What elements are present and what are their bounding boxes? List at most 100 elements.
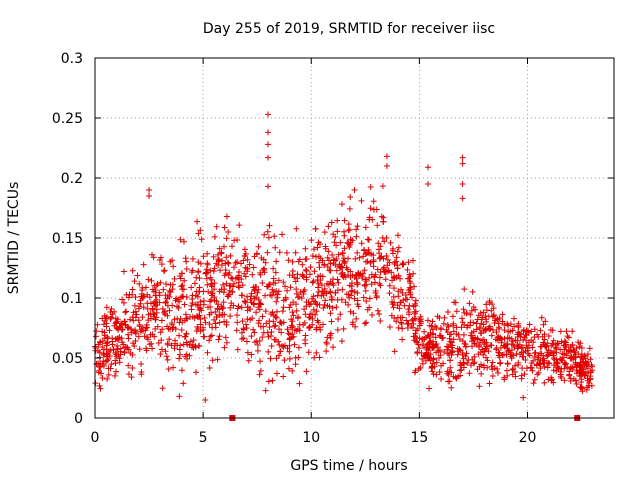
data-point [269,309,276,316]
data-point [390,293,397,300]
data-point [104,353,111,360]
data-point [328,296,335,303]
data-point [249,271,256,278]
data-point [501,335,508,342]
data-point [113,351,120,358]
data-point [356,254,363,261]
data-point [325,223,332,230]
data-point [375,246,382,253]
data-point [138,371,145,378]
data-point [193,369,200,376]
data-point [309,295,316,302]
data-point [211,280,218,287]
data-point [216,333,223,340]
data-point [215,336,222,343]
data-point [321,229,328,236]
data-point [584,368,591,375]
data-point [346,282,353,289]
data-point [240,335,247,342]
data-point [494,315,501,322]
data-point [460,306,467,313]
data-point [482,327,489,334]
data-point [145,311,152,318]
data-point [490,311,497,318]
data-point [399,325,406,332]
data-point [180,293,187,300]
data-point [335,251,342,258]
data-point [158,261,165,268]
data-point [395,232,401,239]
data-point [327,310,334,317]
data-point [391,299,398,306]
data-point [331,239,338,246]
data-point [266,324,273,331]
data-point [311,354,318,361]
data-point [469,343,476,350]
data-point [475,351,482,358]
data-point [248,293,255,300]
data-point [111,308,118,315]
data-point [164,356,171,363]
data-point [279,308,286,315]
data-point [494,369,501,376]
data-point [242,273,249,280]
data-point [587,356,594,363]
data-point [345,221,352,228]
data-point [370,206,377,213]
data-point [459,195,466,202]
data-point [286,348,293,355]
data-point [272,244,279,251]
data-point [512,362,519,369]
data-point [546,360,553,367]
data-point [362,258,369,265]
data-point [568,353,575,360]
data-point [246,261,253,268]
data-point [184,341,191,348]
data-point [265,141,271,148]
data-point [440,334,447,341]
data-point [447,364,454,371]
data-point [328,318,335,325]
data-point [504,372,511,379]
data-point [333,304,340,311]
data-point [495,320,502,327]
data-point [358,197,365,204]
data-point [155,339,162,346]
data-point [501,343,508,350]
data-point [204,281,211,288]
data-point [208,280,215,287]
data-point [290,333,297,340]
data-point [172,337,179,344]
data-point [353,233,360,240]
data-point [283,249,290,256]
data-point [233,327,240,334]
data-point [285,365,292,372]
data-point [347,239,354,246]
data-point [468,307,475,314]
data-point [493,329,500,336]
data-point [273,308,280,315]
data-point [259,334,266,341]
data-point [272,322,279,329]
data-point [194,293,201,300]
data-point [284,326,291,333]
data-point [334,217,341,224]
data-point [145,336,152,343]
data-point [522,356,529,363]
data-point [134,272,141,279]
data-point [211,316,218,323]
data-point [445,378,452,385]
data-point [339,264,346,271]
data-point [490,305,497,312]
data-point [510,342,517,349]
data-point [466,370,473,377]
data-point [295,344,302,351]
data-point [490,327,497,334]
data-point [367,259,374,266]
data-point [135,305,142,312]
data-point [432,323,439,330]
data-point [223,339,230,346]
data-point [165,366,172,373]
data-point [267,291,274,298]
data-point [363,319,370,326]
